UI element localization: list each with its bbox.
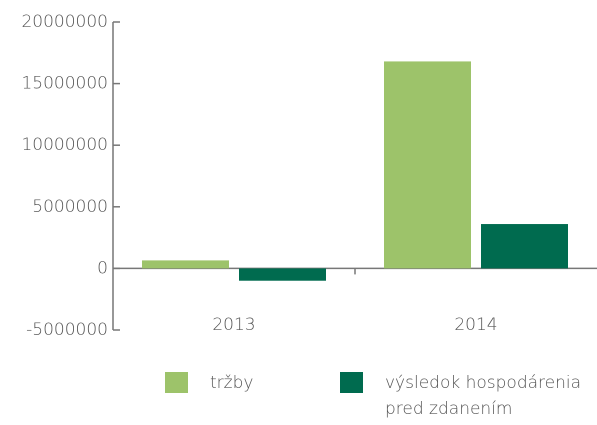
bar [481, 224, 568, 269]
legend-label: tržby [210, 373, 254, 393]
bar [384, 61, 471, 269]
x-tick-label: 2014 [454, 315, 497, 335]
y-tick-label: 20000000 [21, 12, 108, 32]
y-tick-label: 15000000 [21, 74, 108, 94]
bar [142, 260, 229, 269]
x-tick-label: 2013 [212, 315, 255, 335]
legend-swatch [165, 372, 188, 393]
y-tick-label: 10000000 [21, 135, 108, 155]
bar [239, 268, 326, 281]
legend-label: výsledok hospodárenia pred zdanením [385, 373, 582, 419]
y-tick-label: 0 [97, 258, 108, 278]
y-tick-label: 5000000 [32, 197, 108, 217]
legend-swatch [340, 372, 363, 393]
y-tick-label: -5000000 [26, 320, 108, 340]
